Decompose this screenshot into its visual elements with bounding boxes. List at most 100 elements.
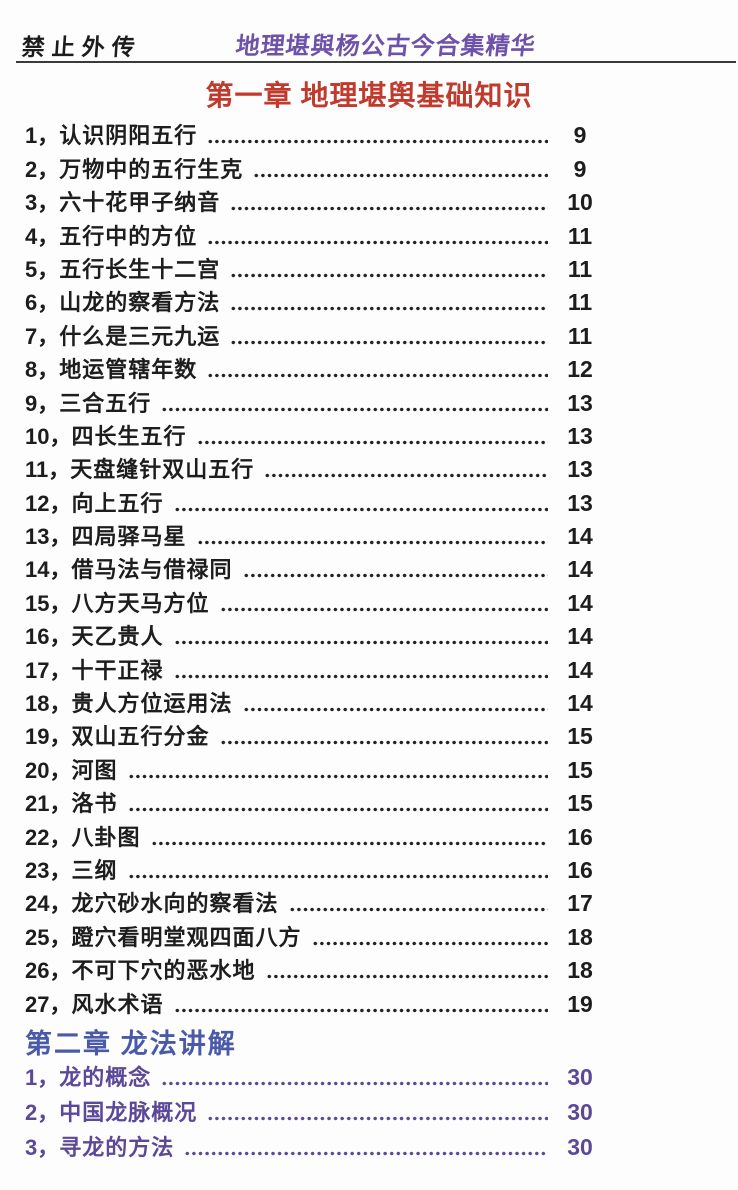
toc-entry-label: 河图 [71, 757, 118, 783]
dot-leader [173, 640, 548, 646]
toc-entry-number: 22， [25, 824, 72, 850]
toc-entry-page: 15 [567, 723, 593, 750]
chapter1-title: 第一章 地理堪舆基础知识 [205, 81, 533, 112]
toc-entry-number: 1， [25, 1064, 60, 1090]
toc-entry-label: 借马法与借禄同 [71, 557, 233, 583]
toc-entry-number: 15， [25, 590, 72, 616]
toc-entry-label: 山龙的察看方法 [59, 290, 221, 316]
header-divider-line [16, 61, 736, 63]
dot-leader [253, 172, 548, 178]
toc-entry-number: 21， [25, 791, 72, 817]
toc-entry-number: 26， [25, 958, 72, 984]
toc-entry-page: 14 [567, 623, 593, 650]
toc-entry-label: 认识阴阳五行 [59, 123, 198, 149]
toc-entry: 16， 天乙贵人 14 [25, 619, 604, 652]
toc-entry: 24， 龙穴砂水向的察看法 17 [25, 886, 604, 919]
toc-entry-label: 风水术语 [71, 991, 164, 1017]
toc-entry: 9， 三合五行 13 [25, 385, 604, 418]
toc-entry-label: 四局驿马星 [71, 524, 187, 550]
toc-entry-number: 3， [25, 1134, 60, 1160]
toc-entry-label: 双山五行分金 [71, 724, 210, 750]
dot-leader [207, 139, 548, 145]
toc-entry-page: 14 [567, 690, 593, 717]
dot-leader [207, 373, 548, 379]
dot-leader [230, 206, 548, 212]
dot-leader [161, 1080, 548, 1086]
dot-leader [196, 540, 548, 546]
toc-entry-page: 13 [567, 489, 593, 516]
toc-entry-number: 4， [25, 223, 60, 249]
toc-entry-number: 2， [25, 156, 60, 182]
toc-entry-label: 四长生五行 [71, 423, 187, 449]
dot-leader [230, 339, 548, 345]
toc-entry-page: 30 [567, 1098, 593, 1125]
toc-entry-page: 14 [567, 523, 593, 550]
toc-entry-page: 11 [567, 222, 593, 249]
dot-leader [242, 573, 548, 579]
dot-leader [264, 473, 548, 479]
dot-leader [173, 1007, 548, 1013]
dot-leader [207, 239, 548, 245]
toc-entry-page: 9 [573, 155, 587, 182]
toc-entry-label: 向上五行 [71, 490, 164, 516]
toc-entry-number: 18， [25, 691, 72, 717]
toc-entry-label: 五行长生十二宫 [59, 256, 221, 282]
toc-entry-page: 14 [567, 589, 593, 616]
toc-entry: 15， 八方天马方位 14 [25, 585, 604, 618]
toc-entry-number: 20， [25, 757, 72, 783]
toc-entry: 6， 山龙的察看方法 11 [25, 285, 604, 318]
toc-entry-page: 14 [567, 556, 593, 583]
toc-entry: 13， 四局驿马星 14 [25, 519, 604, 552]
toc-entry: 3， 寻龙的方法 30 [25, 1128, 604, 1163]
toc-entry-label: 中国龙脉概况 [59, 1099, 198, 1125]
dot-leader [184, 1150, 548, 1156]
toc-entry-number: 1， [25, 123, 60, 149]
toc-entry: 22， 八卦图 16 [25, 819, 604, 852]
toc-entry-page: 19 [567, 990, 593, 1017]
toc-entry-label: 万物中的五行生克 [59, 156, 244, 182]
toc-entry-label: 龙穴砂水向的察看法 [71, 891, 279, 917]
chapter2-title: 第二章 龙法讲解 [25, 1028, 237, 1059]
toc-entry-number: 14， [25, 557, 72, 583]
dot-leader [219, 740, 548, 746]
toc-entry-label: 天乙贵人 [71, 624, 164, 650]
toc-entry: 21， 洛书 15 [25, 786, 604, 819]
toc-entry-number: 25， [25, 924, 72, 950]
toc-entry: 11， 天盘缝针双山五行 13 [25, 452, 604, 485]
toc-entry-page: 16 [567, 856, 593, 883]
toc-entry-label: 不可下穴的恶水地 [71, 958, 256, 984]
dot-leader [230, 272, 548, 278]
toc-entry-label: 三纲 [71, 857, 118, 883]
dot-leader [127, 807, 548, 813]
toc-entry-page: 13 [567, 389, 593, 416]
dot-leader [127, 773, 548, 779]
dot-leader [173, 673, 548, 679]
toc-entry-number: 7， [25, 323, 60, 349]
toc-entry-label: 洛书 [71, 791, 118, 817]
dot-leader [196, 439, 548, 445]
toc-entry-number: 16， [25, 624, 72, 650]
toc-entry-label: 贵人方位运用法 [71, 691, 233, 717]
toc-entry: 19， 双山五行分金 15 [25, 719, 604, 752]
toc-entry-number: 24， [25, 891, 72, 917]
toc-entry: 20， 河图 15 [25, 752, 604, 785]
toc-entry-page: 17 [567, 890, 593, 917]
toc-entry: 2， 中国龙脉概况 30 [25, 1093, 604, 1128]
toc-entry: 17， 十干正禄 14 [25, 652, 604, 685]
toc-entry-label: 十干正禄 [71, 657, 164, 683]
toc-entry-label: 五行中的方位 [59, 223, 198, 249]
toc-entry-page: 15 [567, 756, 593, 783]
toc-entry: 3， 六十花甲子纳音 10 [25, 185, 604, 218]
toc-entry-label: 八卦图 [71, 824, 141, 850]
toc-entry-page: 11 [567, 289, 593, 316]
dot-leader [219, 606, 548, 612]
toc-entry-page: 13 [567, 456, 593, 483]
toc-entry: 1， 认识阴阳五行 9 [25, 118, 604, 151]
toc-entry-number: 10， [25, 423, 72, 449]
toc-entry: 8， 地运管辖年数 12 [25, 352, 604, 385]
toc-entry-number: 9， [25, 390, 60, 416]
toc-entry: 27， 风水术语 19 [25, 986, 604, 1019]
toc-entry-label: 天盘缝针双山五行 [70, 457, 255, 483]
dot-leader [161, 406, 548, 412]
toc-entry-label: 寻龙的方法 [59, 1134, 175, 1160]
